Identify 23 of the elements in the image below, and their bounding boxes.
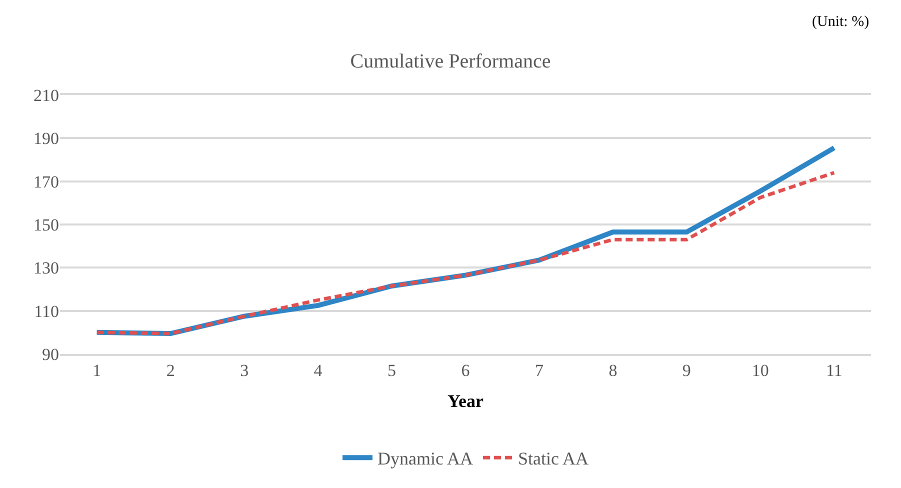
x-tick-label: 5 bbox=[388, 361, 396, 380]
y-tick-label: 210 bbox=[34, 86, 59, 105]
x-tick-label: 9 bbox=[682, 361, 691, 380]
x-tick-label: 10 bbox=[752, 361, 769, 380]
x-tick-label: 11 bbox=[826, 361, 842, 380]
x-tick-label: 3 bbox=[240, 361, 249, 380]
y-tick-label: 110 bbox=[34, 302, 59, 321]
legend-label: Dynamic AA bbox=[378, 448, 473, 469]
y-tick-label: 130 bbox=[34, 258, 59, 278]
y-tick-label: 190 bbox=[34, 129, 59, 148]
x-tick-label: 8 bbox=[608, 361, 618, 380]
x-tick-label: 4 bbox=[314, 361, 323, 380]
text: (Unit: %) bbox=[812, 14, 870, 30]
y-tick-label: 90 bbox=[42, 344, 59, 364]
x-axis-title: Year bbox=[448, 390, 484, 411]
x-tick-label: 1 bbox=[92, 361, 102, 380]
chart-title: Cumulative Performance bbox=[350, 50, 551, 73]
x-tick-label: 6 bbox=[461, 361, 470, 380]
y-tick-label: 150 bbox=[34, 215, 59, 234]
legend-label: Static AA bbox=[518, 448, 588, 469]
x-tick-label: 2 bbox=[166, 361, 175, 380]
x-tick-label: 7 bbox=[534, 361, 544, 380]
y-tick-label: 170 bbox=[34, 172, 59, 192]
